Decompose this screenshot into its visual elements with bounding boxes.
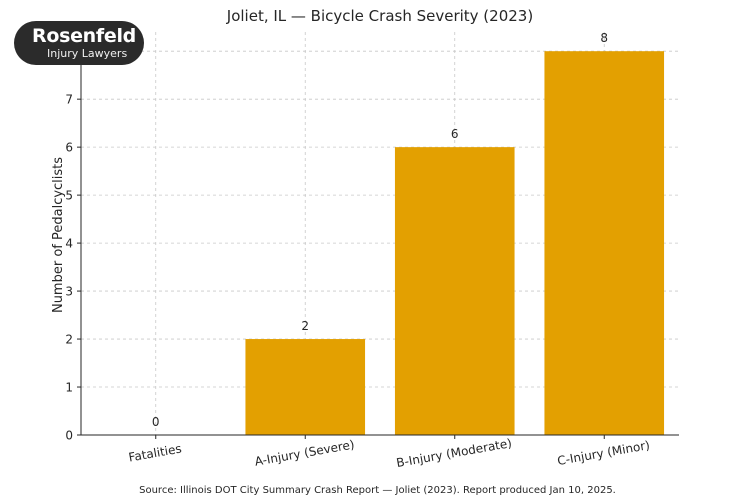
logo-brand: Rosenfeld xyxy=(32,25,136,47)
logo-tagline: Injury Lawyers xyxy=(47,47,128,60)
x-ticks: Fatalities A-Injury (Severe) B-Injury (Mod… xyxy=(127,435,651,470)
data-labels: 0 2 6 8 xyxy=(152,31,608,429)
y-ticks: 012345678 xyxy=(65,45,81,443)
bar-4 xyxy=(544,51,665,435)
chart-title: Joliet, IL — Bicycle Crash Severity (202… xyxy=(226,7,533,25)
bar-3 xyxy=(394,147,515,435)
data-label: 2 xyxy=(301,319,309,333)
x-tick-label: Fatalities xyxy=(127,442,182,465)
rosenfeld-logo: Rosenfeld Injury Lawyers xyxy=(14,21,144,65)
data-label: 6 xyxy=(451,127,459,141)
y-axis-label: Number of Pedalcyclists xyxy=(51,157,66,313)
y-tick-label: 7 xyxy=(65,93,73,107)
y-tick-label: 2 xyxy=(65,333,73,347)
data-label: 8 xyxy=(600,31,608,45)
x-tick-label: B-Injury (Moderate) xyxy=(395,436,513,470)
bars xyxy=(245,51,665,435)
source-note: Source: Illinois DOT City Summary Crash … xyxy=(139,485,616,496)
y-tick-label: 4 xyxy=(65,237,73,251)
y-tick-label: 6 xyxy=(65,141,73,155)
y-tick-label: 3 xyxy=(65,285,73,299)
data-label: 0 xyxy=(152,415,160,429)
y-tick-label: 0 xyxy=(65,429,73,443)
y-tick-label: 1 xyxy=(65,381,73,395)
bar-2 xyxy=(245,339,366,435)
x-tick-label: A-Injury (Severe) xyxy=(254,437,356,468)
y-tick-label: 5 xyxy=(65,189,73,203)
x-tick-label: C-Injury (Minor) xyxy=(556,438,651,468)
